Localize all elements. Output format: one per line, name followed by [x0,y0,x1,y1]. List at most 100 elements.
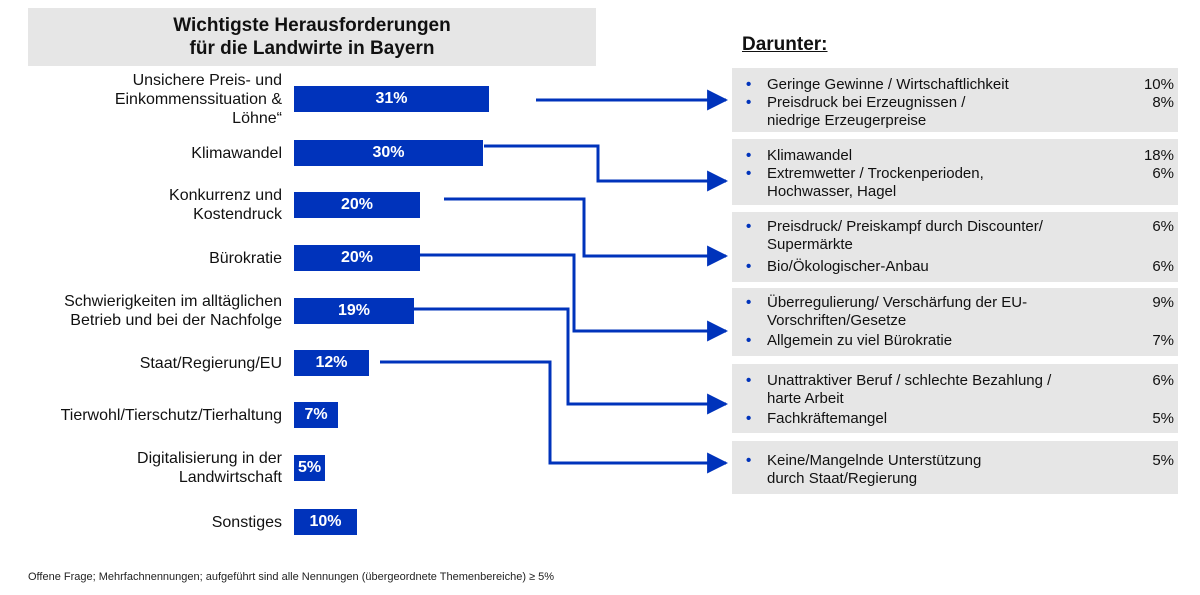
arrow-3 [444,197,729,267]
bar: 20% [294,192,420,218]
detail-text-line: Allgemein zu viel Bürokratie [767,332,953,349]
detail-text-line: Bio/Ökologischer-Anbau [767,258,929,275]
detail-box: • Überregulierung/ Verschärfung der EU- Vo… [732,288,1178,356]
bullet-icon: • [746,218,752,235]
bar-value-label: 5% [297,459,322,476]
detail-text: Preisdruck/ Preiskampf durch Discounter/… [767,218,1102,254]
bullet-icon: • [746,410,752,427]
category-label-line: Tierwohl/Tierschutz/Tierhaltung [60,406,282,424]
detail-percent: 9% [1152,294,1174,311]
bullet-icon: • [746,372,752,389]
detail-text: Unattraktiver Beruf / schlechte Bezahlun… [767,372,1102,408]
bar-value-label: 19% [337,302,371,319]
arrow-2 [484,144,729,192]
detail-percent: 5% [1152,452,1174,469]
category-label: Bürokratie [209,249,282,268]
category-label: Konkurrenz und Kostendruck [169,186,282,224]
detail-box: • Geringe Gewinne / Wirtschaftlichkeit 10%… [732,68,1178,132]
detail-text: Fachkräftemangel [767,410,1102,428]
bar: 20% [294,245,420,271]
bar-value-label: 7% [304,406,328,423]
category-label-line: Sonstiges [211,513,282,531]
bar-value-label: 31% [375,90,408,107]
darunter-heading: Darunter: [742,34,828,55]
detail-text: Preisdruck bei Erzeugnissen / niedrige Er… [767,94,1102,130]
detail-percent: 6% [1152,258,1174,275]
bar-value-label: 30% [372,144,405,161]
bar-value-label: 12% [315,354,348,371]
category-label-line: Betrieb und bei der Nachfolge [70,312,282,329]
category-label: Tierwohl/Tierschutz/Tierhaltung [61,406,282,425]
detail-percent: 5% [1152,410,1174,427]
detail-percent: 18% [1143,147,1174,164]
detail-text: Geringe Gewinne / Wirtschaftlichkeit [767,76,1102,94]
detail-box: • Unattraktiver Beruf / schlechte Bezahlu… [732,364,1178,433]
detail-text-line: Keine/Mangelnde Unterstützung [767,452,982,469]
category-label-line: Kostendruck [193,206,282,223]
detail-text-line: Geringe Gewinne / Wirtschaftlichkeit [767,76,1009,93]
detail-text-line: Klimawandel [767,147,853,164]
bar: 30% [294,140,483,166]
detail-box: • Klimawandel 18% • Extremwetter / Trockenpe… [732,139,1178,205]
category-label: Schwierigkeiten im alltäglichen Betrieb u… [64,292,282,330]
bullet-icon: • [746,452,752,469]
detail-text-line: Extremwetter / Trockenperioden, [767,165,984,182]
bar: 31% [294,86,489,112]
detail-text-line: Preisdruck bei Erzeugnissen / [767,94,966,111]
detail-text: Extremwetter / Trockenperioden, Hochwasse… [767,165,1102,201]
category-label: Sonstiges [212,513,282,532]
detail-text: Keine/Mangelnde Unterstützung durch Staat… [767,452,1102,488]
detail-text-line: niedrige Erzeugerpreise [767,112,927,129]
category-label-line: Staat/Regierung/EU [139,354,282,372]
category-label-line: Digitalisierung in der [137,450,282,467]
bullet-icon: • [746,94,752,111]
arrow-4 [420,253,729,342]
category-label: Digitalisierung in der Landwirtschaft [137,449,282,487]
detail-percent: 10% [1143,76,1174,93]
category-label-line: Unsichere Preis- und [132,71,282,89]
detail-percent: 7% [1152,332,1174,349]
detail-percent: 6% [1152,372,1174,389]
bullet-icon: • [746,332,752,349]
bullet-icon: • [746,76,752,93]
category-label: Staat/Regierung/EU [140,354,282,373]
detail-text: Überregulierung/ Verschärfung der EU- Vor… [767,294,1102,330]
bar: 7% [294,402,338,428]
detail-text-line: Überregulierung/ Verschärfung der EU- [767,294,1028,311]
category-label: Unsichere Preis- und Einkommenssituation … [115,71,282,128]
detail-percent: 6% [1152,165,1174,182]
bar: 10% [294,509,357,535]
detail-text-line: harte Arbeit [767,390,844,407]
chart-title-line-1: Wichtigste Herausforderungen [173,15,451,36]
category-label-line: Löhne“ [232,109,282,127]
detail-text: Bio/Ökologischer-Anbau [767,258,1102,276]
detail-text-line: Hochwasser, Hagel [767,183,897,200]
detail-text-line: Preisdruck/ Preiskampf durch Discounter/ [767,218,1043,235]
bullet-icon: • [746,294,752,311]
category-label-line: Konkurrenz und [169,187,282,204]
category-label-line: Landwirtschaft [178,469,282,486]
bar-value-label: 20% [340,249,374,266]
bar-value-label: 20% [340,196,374,213]
bar: 5% [294,455,325,481]
chart-title-box: Wichtigste Herausforderungen für die Lan… [28,8,596,66]
category-label-line: Bürokratie [209,249,282,267]
bullet-icon: • [746,165,752,182]
detail-text-line: Supermärkte [767,236,853,253]
category-label-line: Klimawandel [191,144,282,162]
detail-box: • Keine/Mangelnde Unterstützung durch Staa… [732,441,1178,494]
category-label-line: Einkommenssituation & [114,90,282,108]
detail-percent: 6% [1152,218,1174,235]
detail-text-line: durch Staat/Regierung [767,470,918,487]
category-label-line: Schwierigkeiten im alltäglichen [64,293,282,310]
detail-percent: 8% [1152,94,1174,111]
category-label: Klimawandel [191,144,282,163]
arrow-5 [410,307,729,415]
detail-text: Klimawandel [767,147,1102,165]
bullet-icon: • [746,147,752,164]
bar: 12% [294,350,369,376]
bar-value-label: 10% [309,513,342,530]
detail-text: Allgemein zu viel Bürokratie [767,332,1102,350]
bullet-icon: • [746,258,752,275]
